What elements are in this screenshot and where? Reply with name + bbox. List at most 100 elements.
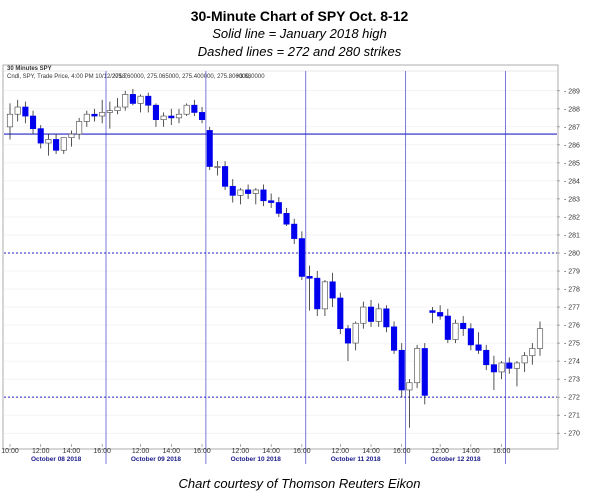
candle-4	[29, 110, 37, 135]
candle-59	[452, 319, 459, 344]
y-tick-label-274: - 274	[564, 359, 580, 366]
y-tick-label-270: - 270	[564, 431, 580, 438]
candle-53	[406, 379, 413, 428]
candle-39	[298, 231, 305, 281]
candle-43	[329, 272, 336, 308]
candle-49	[375, 303, 382, 327]
candle-37	[283, 207, 290, 226]
y-tick-label-275: - 275	[564, 341, 580, 348]
candle-61	[467, 323, 474, 351]
candle-9	[68, 130, 75, 147]
candle-body	[483, 349, 490, 366]
candle-body	[245, 189, 252, 194]
candle-body	[152, 104, 159, 120]
candle-body	[367, 306, 375, 322]
candle-6	[45, 134, 52, 156]
candle-body	[222, 166, 229, 187]
legend-prefix: Cndl, SPY, Trade Price, 4:00 PM 10/12/20…	[7, 74, 127, 80]
y-tick-label-289: - 289	[564, 88, 580, 95]
candle-body	[529, 348, 536, 357]
candle-25	[191, 99, 198, 117]
candle-body	[406, 382, 413, 391]
day-label-1: October 08 2018	[31, 456, 82, 463]
y-tick-label-287: - 287	[564, 124, 580, 131]
candle-body	[91, 113, 98, 117]
day-label-3: October 10 2018	[231, 456, 282, 463]
y-tick-label-276: - 276	[564, 323, 580, 330]
candle-body	[306, 276, 313, 279]
candle-27	[206, 126, 213, 171]
candle-body	[475, 344, 482, 351]
candle-2	[14, 99, 21, 122]
candle-body	[268, 200, 275, 203]
x-tick-label-2: 12:00	[32, 448, 50, 455]
candle-30	[229, 179, 236, 203]
x-tick-label-5: 12:00	[132, 448, 150, 455]
candle-13	[99, 99, 106, 124]
candle-body	[198, 112, 206, 120]
candle-body	[37, 128, 44, 144]
candle-body	[298, 238, 305, 277]
candle-36	[275, 197, 282, 217]
candle-body	[114, 106, 121, 111]
candle-45	[344, 325, 352, 362]
candle-64	[490, 355, 497, 390]
y-tick-label-273: - 273	[564, 377, 580, 384]
candle-body	[145, 95, 152, 106]
x-axis: 10:00 12:00 14:00 16:00 12:00 14:00 16:00 12:00…	[1, 444, 510, 463]
candle-body	[22, 106, 29, 117]
candle-15	[114, 98, 121, 115]
candle-47	[360, 301, 367, 329]
candle-29	[222, 161, 229, 190]
x-tick-label-1: 10:00	[1, 448, 19, 455]
candle-body	[45, 139, 52, 144]
y-tick-label-278: - 278	[564, 287, 580, 294]
candle-69	[529, 343, 536, 365]
x-tick-label-4: 16:00	[93, 448, 111, 455]
y-tick-label-281: - 281	[564, 232, 580, 239]
panel-title: 30 Minutes SPY	[7, 66, 52, 72]
candle-body	[291, 223, 298, 239]
x-tick-label-11: 12:00	[332, 448, 350, 455]
candle-body	[391, 326, 398, 351]
candle-60	[460, 316, 467, 336]
candle-body	[183, 104, 190, 115]
candle-body	[129, 94, 136, 104]
candle-body	[83, 113, 90, 122]
day-label-4: October 11 2018	[331, 456, 381, 463]
candle-20	[152, 103, 159, 127]
candle-24	[183, 103, 190, 117]
day-label-2: October 09 2018	[131, 456, 182, 463]
candle-body	[513, 362, 521, 369]
candle-58	[444, 308, 451, 344]
candle-63	[483, 344, 490, 371]
candle-44	[337, 292, 344, 335]
candle-body	[168, 115, 175, 119]
candle-body	[6, 113, 14, 128]
candle-48	[367, 299, 375, 327]
candle-body	[76, 121, 83, 135]
candle-body	[467, 328, 474, 346]
candle-22	[168, 108, 175, 126]
chart-title: 30-Minute Chart of SPY Oct. 8-12	[190, 8, 409, 24]
candle-body	[437, 312, 444, 317]
candle-55	[421, 343, 428, 405]
candle-body	[444, 315, 451, 340]
candle-body	[99, 112, 106, 117]
x-tick-label-13: 16:00	[393, 448, 411, 455]
y-tick-label-286: - 286	[564, 142, 580, 149]
x-tick-label-6: 14:00	[163, 448, 181, 455]
candle-body	[460, 322, 467, 330]
candle-23	[175, 108, 183, 124]
y-tick-label-271: - 271	[564, 413, 580, 420]
candle-body	[321, 281, 328, 310]
candle-33	[252, 188, 259, 205]
candle-35	[268, 193, 275, 208]
y-tick-label-272: - 272	[564, 395, 580, 402]
x-tick-label-3: 14:00	[63, 448, 81, 455]
candle-56	[429, 307, 436, 324]
candle-body	[160, 115, 167, 120]
x-tick-label-9: 14:00	[262, 448, 280, 455]
reference-lines	[4, 133, 557, 398]
candle-body	[337, 297, 344, 330]
